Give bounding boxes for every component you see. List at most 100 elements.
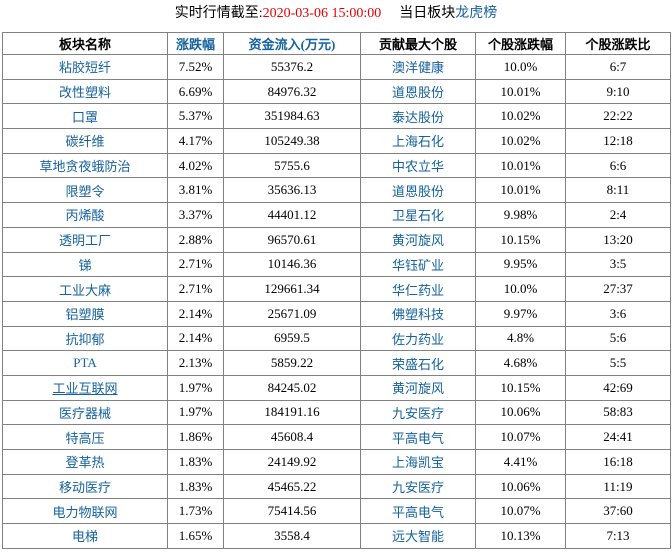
sector-link[interactable]: 透明工厂 [58, 233, 111, 249]
inflow-cell: 184191.16 [223, 399, 361, 426]
sector-link[interactable]: 登革热 [65, 455, 105, 471]
ratio-cell: 22:22 [565, 103, 671, 130]
sector-link[interactable]: 抗抑郁 [65, 331, 105, 347]
col-header-stock-change-pct: 个股涨跌幅 [475, 32, 566, 55]
stock-link[interactable]: 远大智能 [391, 529, 444, 545]
inflow-cell: 55376.2 [223, 54, 361, 80]
sector-change-cell: 1.73% [167, 498, 224, 525]
sector-link[interactable]: 限塑令 [65, 183, 105, 199]
stock-change-cell: 10.13% [475, 523, 566, 549]
sector-cell: 工业大麻 [2, 276, 168, 302]
sector-cell: 锑 [2, 251, 168, 278]
sector-change-cell: 2.13% [167, 350, 224, 376]
stock-cell: 中农立华 [360, 152, 476, 179]
ratio-cell: 12:18 [565, 128, 671, 154]
sector-link[interactable]: 特高压 [65, 430, 105, 446]
title-datetime: 2020-03-06 15:00:00 [262, 6, 382, 21]
stock-link[interactable]: 华仁药业 [391, 282, 444, 298]
table-row: 登革热 1.83% 24149.92 上海凯宝 4.41% 16:18 [2, 449, 671, 475]
title-prefix: 实时行情截至: [174, 6, 263, 21]
sector-leaderboard-table: 板块名称 涨跌幅 资金流入(万元) 贡献最大个股 个股涨跌幅 个股涨跌比 粘胶短… [2, 32, 671, 549]
sector-link[interactable]: 口罩 [71, 109, 98, 125]
stock-link[interactable]: 黄河旋风 [391, 233, 444, 249]
stock-change-cell: 10.02% [475, 128, 566, 154]
stock-change-cell: 10.15% [475, 374, 566, 401]
sector-link[interactable]: 丙烯酸 [65, 208, 105, 224]
sector-link[interactable]: 医疗器械 [58, 405, 111, 421]
sector-link[interactable]: 锑 [78, 257, 92, 273]
sector-cell: 限塑令 [2, 177, 168, 204]
stock-cell: 澳洋健康 [360, 54, 476, 80]
stock-link[interactable]: 佐力药业 [391, 331, 444, 347]
stock-link[interactable]: 中农立华 [391, 159, 444, 175]
sector-change-cell: 2.14% [167, 300, 224, 327]
ratio-cell: 13:20 [565, 226, 671, 253]
sector-link[interactable]: 电梯 [71, 529, 98, 545]
ratio-cell: 5:5 [565, 350, 671, 376]
sector-change-cell: 1.86% [167, 424, 224, 450]
sector-link[interactable]: PTA [73, 355, 97, 371]
inflow-cell: 25671.09 [223, 300, 361, 327]
stock-change-cell: 10.06% [475, 399, 566, 426]
ratio-cell: 6:7 [565, 54, 671, 80]
stock-link[interactable]: 卫星石化 [391, 208, 444, 224]
stock-link[interactable]: 九安医疗 [391, 480, 444, 496]
ratio-cell: 16:18 [565, 449, 671, 475]
sector-cell: PTA [2, 350, 168, 376]
col-header-change-pct[interactable]: 涨跌幅 [167, 32, 224, 55]
sector-link[interactable]: 工业互联网 [52, 381, 118, 397]
table-row: 改性塑料 6.69% 84976.32 道恩股份 10.01% 9:10 [2, 78, 671, 105]
sector-change-cell: 1.97% [167, 399, 224, 426]
inflow-cell: 105249.38 [223, 128, 361, 154]
sector-change-cell: 1.65% [167, 523, 224, 549]
stock-cell: 九安医疗 [360, 399, 476, 426]
sector-link[interactable]: 电力物联网 [52, 504, 118, 520]
stock-change-cell: 10.01% [475, 152, 566, 179]
sector-link[interactable]: 工业大麻 [58, 282, 111, 298]
stock-link[interactable]: 上海石化 [391, 134, 444, 150]
stock-change-cell: 10.06% [475, 473, 566, 500]
ratio-cell: 3:6 [565, 300, 671, 327]
longhubang-link[interactable]: 龙虎榜 [455, 6, 498, 21]
stock-cell: 道恩股份 [360, 78, 476, 105]
stock-cell: 佛塑科技 [360, 300, 476, 327]
sector-change-cell: 3.37% [167, 202, 224, 228]
stock-link[interactable]: 华钰矿业 [391, 257, 444, 273]
stock-cell: 上海石化 [360, 128, 476, 154]
table-row: 限塑令 3.81% 35636.13 道恩股份 10.01% 8:11 [2, 177, 671, 204]
sector-link[interactable]: 粘胶短纤 [58, 60, 111, 76]
stock-link[interactable]: 九安医疗 [391, 405, 444, 421]
sector-change-cell: 6.69% [167, 78, 224, 105]
sector-link[interactable]: 铝塑膜 [65, 307, 105, 323]
ratio-cell: 37:60 [565, 498, 671, 525]
stock-link[interactable]: 佛塑科技 [391, 307, 444, 323]
stock-link[interactable]: 道恩股份 [391, 85, 444, 101]
inflow-cell: 35636.13 [223, 177, 361, 204]
stock-link[interactable]: 泰达股份 [391, 109, 444, 125]
sector-link[interactable]: 碳纤维 [65, 134, 105, 150]
stock-link[interactable]: 上海凯宝 [391, 455, 444, 471]
ratio-cell: 7:13 [565, 523, 671, 549]
stock-link[interactable]: 荣盛石化 [391, 356, 444, 372]
sector-link[interactable]: 移动医疗 [58, 480, 111, 496]
table-row: 抗抑郁 2.14% 6959.5 佐力药业 4.8% 5:6 [2, 325, 671, 352]
sector-cell: 特高压 [2, 424, 168, 450]
stock-change-cell: 9.97% [475, 300, 566, 327]
stock-cell: 远大智能 [360, 523, 476, 549]
stock-link[interactable]: 道恩股份 [391, 183, 444, 199]
sector-link[interactable]: 改性塑料 [58, 85, 111, 101]
stock-link[interactable]: 黄河旋风 [391, 381, 444, 397]
stock-link[interactable]: 澳洋健康 [391, 60, 444, 76]
sector-cell: 移动医疗 [2, 473, 168, 500]
col-header-sector-name: 板块名称 [2, 32, 168, 55]
stock-cell: 泰达股份 [360, 103, 476, 130]
stock-change-cell: 9.98% [475, 202, 566, 228]
table-row: 医疗器械 1.97% 184191.16 九安医疗 10.06% 58:83 [2, 399, 671, 426]
table-row: 铝塑膜 2.14% 25671.09 佛塑科技 9.97% 3:6 [2, 300, 671, 327]
sector-link[interactable]: 草地贪夜蛾防治 [39, 159, 131, 175]
ratio-cell: 5:6 [565, 325, 671, 352]
col-header-capital-inflow[interactable]: 资金流入(万元) [223, 32, 361, 55]
stock-link[interactable]: 平高电气 [391, 504, 444, 520]
inflow-cell: 84976.32 [223, 78, 361, 105]
stock-link[interactable]: 平高电气 [391, 430, 444, 446]
